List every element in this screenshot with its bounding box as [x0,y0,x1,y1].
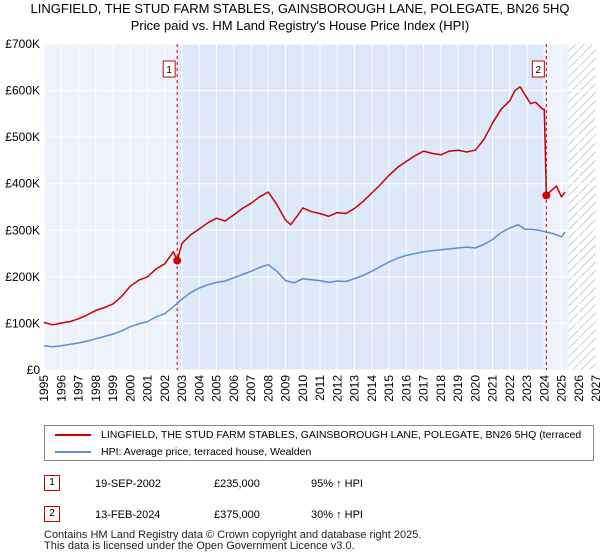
sale-label: 2 [536,65,542,76]
x-tick-label: 2020 [468,375,482,402]
transaction-row: 2 13-FEB-2024 £375,000 30% ↑ HPI [0,505,600,525]
transaction-price: £235,000 [214,478,260,490]
legend-label-hpi: HPI: Average price, terraced house, Weal… [101,446,312,458]
transaction-number-badge: 2 [44,506,60,522]
ownership-shade [177,44,547,370]
transaction-number-badge: 1 [44,475,60,491]
x-tick-label: 1997 [72,375,86,402]
transaction-hpi-change: 95% ↑ HPI [311,478,363,490]
x-tick-label: 2026 [572,375,586,402]
y-tick-label: £600K [5,84,40,98]
transaction-price: £375,000 [214,509,260,521]
x-tick-label: 2013 [348,375,362,402]
x-tick-label: 2015 [382,375,396,402]
x-tick-label: 2001 [141,375,155,402]
x-tick-label: 2017 [417,375,431,402]
sale-label: 1 [166,65,172,76]
price-chart: 1 2 £0 £100K £200K £300K £400K £500K £600K £700K… [5,37,600,402]
transaction-row: 1 19-SEP-2002 £235,000 95% ↑ HPI [0,474,600,494]
x-tick-label: 2003 [175,375,189,402]
footer: Contains HM Land Registry data © Crown c… [44,530,421,552]
forecast-hatch [568,44,596,370]
y-tick-label: £200K [5,270,40,284]
x-tick-label: 2008 [261,375,275,402]
legend: LINGFIELD, THE STUD FARM STABLES, GAINSB… [44,425,594,461]
x-tick-label: 2021 [486,375,500,402]
x-tick-label: 2005 [210,375,224,402]
y-tick-label: £100K [5,316,40,330]
sale-label-box [531,60,545,78]
x-tick-label: 2016 [399,375,413,402]
sale-label-box [162,60,176,78]
y-tick-label: £500K [5,130,40,144]
x-tick-label: 2027 [589,375,600,402]
footer-line-1: Contains HM Land Registry data © Crown c… [44,529,422,541]
x-tick-label: 2004 [192,375,206,402]
legend-label-property: LINGFIELD, THE STUD FARM STABLES, GAINSB… [101,429,582,441]
x-tick-label: 2006 [227,375,241,402]
x-tick-label: 2010 [296,375,310,402]
title-line-2: Price paid vs. HM Land Registry's House … [130,18,470,33]
x-tick-label: 2007 [244,375,258,402]
x-tick-label: 1999 [106,375,120,402]
x-tick-label: 1998 [89,375,103,402]
x-tick-label: 2009 [279,375,293,402]
legend-line-property [55,434,91,436]
x-tick-label: 2014 [365,375,379,402]
transaction-date: 13-FEB-2024 [95,509,161,521]
sale-point [542,191,551,200]
x-tick-label: 2002 [158,375,172,402]
x-tick-label: 2018 [434,375,448,402]
x-tick-label: 1996 [54,375,68,402]
x-tick-label: 1995 [37,375,51,402]
legend-line-hpi [55,451,91,453]
title-line-1: LINGFIELD, THE STUD FARM STABLES, GAINSB… [30,1,570,16]
x-tick-label: 2000 [123,375,137,402]
y-tick-label: £0 [27,363,41,377]
x-tick-label: 2023 [520,375,534,402]
y-tick-label: £700K [5,37,40,51]
footer-line-2: This data is licensed under the Open Gov… [44,540,355,552]
x-tick-label: 2012 [330,375,344,402]
x-tick-label: 2011 [313,375,327,401]
x-tick-label: 2022 [503,375,517,402]
sale-point [173,256,182,265]
y-tick-label: £400K [5,177,40,191]
x-tick-label: 2019 [451,375,465,402]
x-tick-label: 2024 [537,375,551,402]
y-tick-label: £300K [5,223,40,237]
property-price-line [43,86,566,326]
transaction-date: 19-SEP-2002 [95,478,162,490]
chart-title: LINGFIELD, THE STUD FARM STABLES, GAINSB… [0,0,600,34]
x-tick-label: 2025 [555,375,569,402]
transaction-hpi-change: 30% ↑ HPI [311,509,363,521]
hpi-line [43,223,566,348]
